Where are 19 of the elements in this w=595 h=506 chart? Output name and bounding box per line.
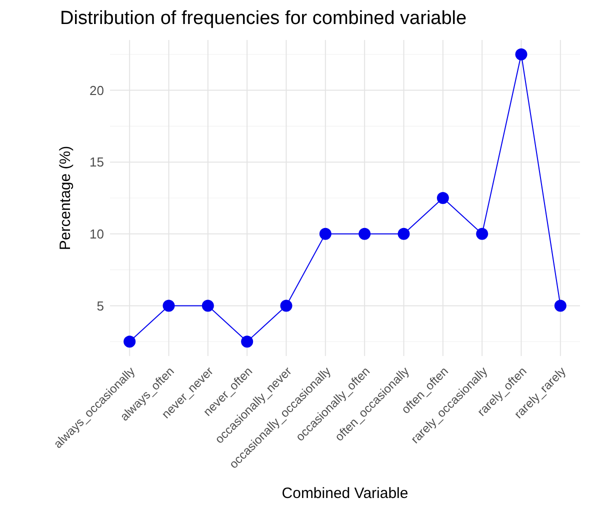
point bbox=[241, 336, 254, 348]
point bbox=[124, 336, 136, 348]
y-axis-title: Percentage (%) bbox=[57, 146, 74, 250]
chart-title: Distribution of frequencies for combined variable bbox=[60, 8, 467, 29]
x-axis-title: Combined Variable bbox=[282, 485, 408, 502]
point bbox=[515, 48, 528, 60]
y-tick-label: 20 bbox=[90, 82, 104, 98]
point bbox=[319, 228, 332, 240]
y-tick-label: 15 bbox=[90, 154, 104, 170]
point bbox=[280, 300, 292, 312]
y-tick-label: 5 bbox=[96, 298, 104, 314]
point bbox=[162, 300, 175, 312]
point bbox=[554, 300, 566, 312]
y-tick-label: 10 bbox=[90, 226, 104, 242]
point bbox=[358, 228, 371, 240]
point bbox=[398, 228, 410, 240]
point bbox=[476, 228, 488, 240]
point bbox=[436, 192, 449, 204]
point bbox=[202, 300, 214, 312]
